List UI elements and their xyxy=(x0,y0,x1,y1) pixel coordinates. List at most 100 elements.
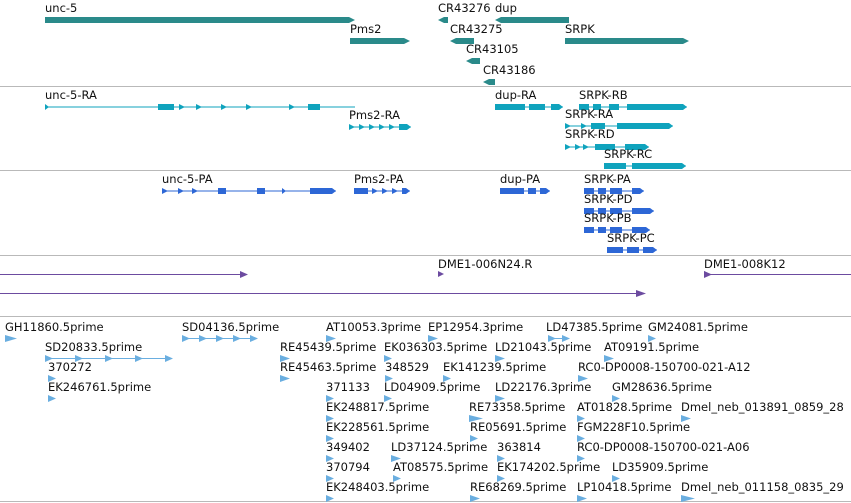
ests-label[interactable]: LD22176.3prime xyxy=(495,380,592,394)
ests-label[interactable]: EK246761.5prime xyxy=(48,380,152,394)
genes-feature[interactable] xyxy=(565,37,697,45)
transcripts-label[interactable]: Pms2-RA xyxy=(349,108,400,122)
est-feature[interactable] xyxy=(443,375,457,383)
ests-label[interactable]: RE68269.5prime xyxy=(470,480,567,494)
ests-label[interactable]: RE73358.5prime xyxy=(469,400,566,414)
clones-label[interactable]: DME1-006N24.R xyxy=(438,257,533,271)
transcripts-label[interactable]: SRPK-RD xyxy=(565,127,615,141)
ests-label[interactable]: LD37124.5prime xyxy=(391,440,488,454)
est-feature[interactable] xyxy=(326,455,340,463)
est-feature[interactable] xyxy=(326,495,340,503)
est-feature[interactable] xyxy=(326,435,340,443)
genes-feature[interactable] xyxy=(450,37,482,45)
ests-label[interactable]: EK141239.5prime xyxy=(443,360,547,374)
est-feature[interactable] xyxy=(428,335,444,343)
est-feature[interactable] xyxy=(45,355,173,363)
proteins-label[interactable]: dup-PA xyxy=(500,172,541,186)
genes-label[interactable]: Pms2 xyxy=(350,22,382,36)
ests-label[interactable]: LD21043.5prime xyxy=(495,340,592,354)
ests-label[interactable]: GM28636.5prime xyxy=(612,380,712,394)
est-feature[interactable] xyxy=(548,335,574,343)
ests-label[interactable]: LD47385.5prime xyxy=(546,320,643,334)
est-feature[interactable] xyxy=(578,375,594,383)
ests-label[interactable]: LD04909.5prime xyxy=(384,380,481,394)
transcripts-feature[interactable] xyxy=(45,103,363,111)
transcripts-label[interactable]: SRPK-RB xyxy=(579,88,628,102)
proteins-feature[interactable] xyxy=(584,226,658,234)
ests-label[interactable]: EK228561.5prime xyxy=(326,420,430,434)
transcripts-feature[interactable] xyxy=(565,122,681,130)
ests-label[interactable]: EK248403.5prime xyxy=(326,480,430,494)
clone-line-2[interactable] xyxy=(0,290,652,298)
genes-feature[interactable] xyxy=(45,16,363,24)
est-feature[interactable] xyxy=(495,395,511,403)
est-feature[interactable] xyxy=(385,375,399,383)
proteins-label[interactable]: SRPK-PD xyxy=(584,192,633,206)
proteins-label[interactable]: unc-5-PA xyxy=(162,172,213,186)
ests-label[interactable]: 370794 xyxy=(326,460,370,474)
genes-label[interactable]: dup xyxy=(495,1,517,15)
est-feature[interactable] xyxy=(326,395,340,403)
est-feature[interactable] xyxy=(393,475,407,483)
genes-label[interactable]: CR43275 xyxy=(450,22,503,36)
est-feature[interactable] xyxy=(280,375,296,383)
est-feature[interactable] xyxy=(577,455,591,463)
est-feature[interactable] xyxy=(604,355,620,363)
clones-label[interactable]: DME1-008K12 xyxy=(704,257,786,271)
ests-label[interactable]: RE45439.5prime xyxy=(280,340,377,354)
ests-label[interactable]: 348529 xyxy=(385,360,429,374)
ests-label[interactable]: EP12954.3prime xyxy=(428,320,524,334)
est-feature[interactable] xyxy=(326,415,340,423)
clones-feature[interactable] xyxy=(438,271,452,279)
ests-label[interactable]: GH11860.5prime xyxy=(5,320,104,334)
ests-label[interactable]: 363814 xyxy=(497,440,541,454)
proteins-label[interactable]: SRPK-PC xyxy=(607,231,655,245)
ests-label[interactable]: AT09191.5prime xyxy=(604,340,700,354)
est-feature[interactable] xyxy=(326,335,342,343)
genes-label[interactable]: CR43186 xyxy=(483,63,536,77)
transcripts-label[interactable]: dup-RA xyxy=(495,88,537,102)
proteins-feature[interactable] xyxy=(584,187,652,195)
transcripts-feature[interactable] xyxy=(604,162,694,170)
ests-label[interactable]: 349402 xyxy=(326,440,370,454)
proteins-label[interactable]: SRPK-PA xyxy=(584,172,631,186)
transcripts-label[interactable]: unc-5-RA xyxy=(45,88,97,102)
ests-label[interactable]: RE05691.5prime xyxy=(470,420,567,434)
est-feature[interactable] xyxy=(48,375,62,383)
ests-label[interactable]: AT10053.3prime xyxy=(326,320,422,334)
genes-label[interactable]: CR43105 xyxy=(466,42,519,56)
proteins-feature[interactable] xyxy=(354,187,418,195)
est-feature[interactable] xyxy=(384,395,398,403)
genes-feature[interactable] xyxy=(483,78,503,86)
transcripts-feature[interactable] xyxy=(495,103,571,111)
genes-label[interactable]: unc-5 xyxy=(45,1,78,15)
transcripts-feature[interactable] xyxy=(565,143,657,151)
genes-feature[interactable] xyxy=(495,16,577,24)
est-feature[interactable] xyxy=(497,475,511,483)
est-feature[interactable] xyxy=(384,355,398,363)
ests-label[interactable]: SD04136.5prime xyxy=(182,320,280,334)
ests-label[interactable]: LP10418.5prime xyxy=(577,480,672,494)
est-feature[interactable] xyxy=(470,495,486,503)
ests-label[interactable]: SD20833.5prime xyxy=(45,340,143,354)
est-feature[interactable] xyxy=(470,435,484,443)
transcripts-feature[interactable] xyxy=(349,123,419,131)
est-feature[interactable] xyxy=(391,455,407,463)
transcripts-label[interactable]: SRPK-RC xyxy=(604,147,653,161)
est-feature[interactable] xyxy=(681,495,701,503)
clone-line-1[interactable] xyxy=(0,271,252,279)
est-feature[interactable] xyxy=(612,395,626,403)
ests-label[interactable]: Dmel_neb_013891_0859_28 xyxy=(681,400,844,414)
ests-label[interactable]: EK036303.5prime xyxy=(384,340,488,354)
est-feature[interactable] xyxy=(280,355,296,363)
transcripts-feature[interactable] xyxy=(579,103,695,111)
clone-line-3[interactable] xyxy=(704,271,851,279)
genes-label[interactable]: CR43276 xyxy=(438,1,491,15)
ests-label[interactable]: RC0-DP0008-150700-021-A06 xyxy=(577,440,750,454)
est-feature[interactable] xyxy=(612,475,626,483)
genes-feature[interactable] xyxy=(438,16,456,24)
proteins-label[interactable]: Pms2-PA xyxy=(354,172,404,186)
est-feature[interactable] xyxy=(648,335,662,343)
ests-label[interactable]: AT01828.5prime xyxy=(577,400,673,414)
genes-label[interactable]: SRPK xyxy=(565,22,595,36)
